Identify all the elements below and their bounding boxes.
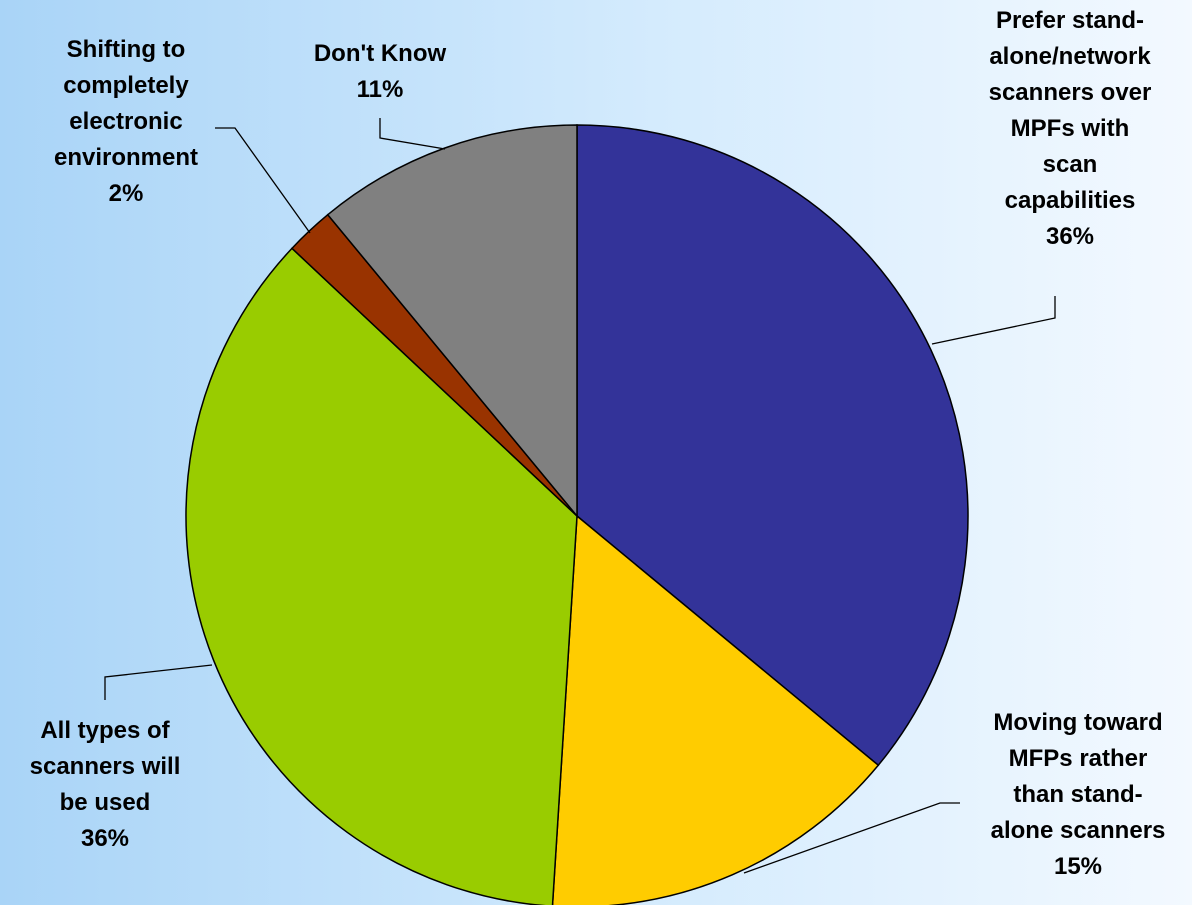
slice-value-label: 36% (81, 825, 129, 852)
slice-label-line: environment (54, 144, 198, 171)
slice-label-line: capabilities (1005, 187, 1136, 214)
slice-value-label: 36% (1046, 223, 1094, 250)
slice-label-line: MPFs with (1011, 115, 1130, 142)
slice-label-line: Don't Know (314, 40, 447, 67)
slice-value-label: 11% (357, 76, 404, 103)
slice-label-1: Prefer stand-alone/network scanners over M… (989, 7, 1152, 250)
slice-label-line: scan (1043, 151, 1098, 178)
slice-label-line: Prefer stand- (996, 7, 1144, 34)
leader-line-5 (380, 118, 445, 149)
pie-slices (186, 125, 968, 905)
slice-value-label: 15% (1054, 853, 1102, 880)
leader-line-1 (932, 296, 1055, 344)
slice-label-line: scanners over (989, 79, 1152, 106)
slice-label-line: scanners will (30, 753, 181, 780)
slice-value-label: 2% (109, 180, 144, 207)
slice-label-4: Shifting to completely electronic environme… (54, 36, 198, 207)
slice-label-5: Don't Know 11% (314, 40, 447, 103)
slice-label-line: alone scanners (991, 817, 1166, 844)
slice-label-3: All types of scanners will be used 36% (30, 717, 181, 852)
slice-label-line: completely (63, 72, 189, 99)
slice-label-line: Moving toward (993, 709, 1162, 736)
slice-label-line: MFPs rather (1009, 745, 1148, 772)
slice-label-line: All types of (40, 717, 170, 744)
leader-line-3 (105, 665, 212, 700)
slice-label-line: electronic (69, 108, 182, 135)
slice-label-line: be used (60, 789, 151, 816)
leader-line-4 (215, 128, 310, 233)
slice-label-line: than stand- (1013, 781, 1142, 808)
slice-label-2: Moving toward MFPs rather than stand-alone… (991, 709, 1166, 880)
slice-label-line: alone/network (989, 43, 1151, 70)
slice-label-line: Shifting to (67, 36, 186, 63)
